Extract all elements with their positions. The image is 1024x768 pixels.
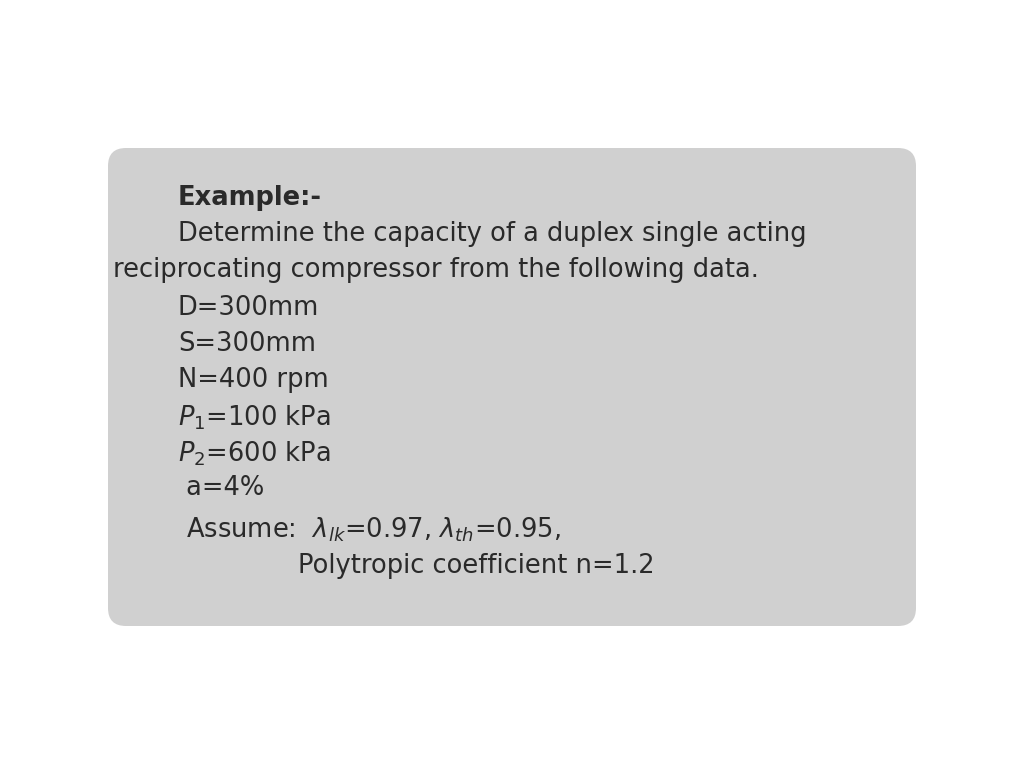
Text: Determine the capacity of a duplex single acting: Determine the capacity of a duplex singl… [178,221,807,247]
Text: D=300mm: D=300mm [178,295,319,321]
Text: Assume:  $\lambda_{lk}$=0.97, $\lambda_{th}$=0.95,: Assume: $\lambda_{lk}$=0.97, $\lambda_{t… [178,515,561,544]
Text: Example:-: Example:- [178,185,322,211]
FancyBboxPatch shape [108,148,916,626]
Text: Polytropic coefficient n=1.2: Polytropic coefficient n=1.2 [298,553,654,579]
Text: S=300mm: S=300mm [178,331,316,357]
Text: N=400 rpm: N=400 rpm [178,367,329,393]
Text: a=4%: a=4% [178,475,264,501]
Text: reciprocating compressor from the following data.: reciprocating compressor from the follow… [113,257,759,283]
Text: $P_1$=100 kPa: $P_1$=100 kPa [178,403,331,432]
Text: $P_2$=600 kPa: $P_2$=600 kPa [178,439,331,468]
